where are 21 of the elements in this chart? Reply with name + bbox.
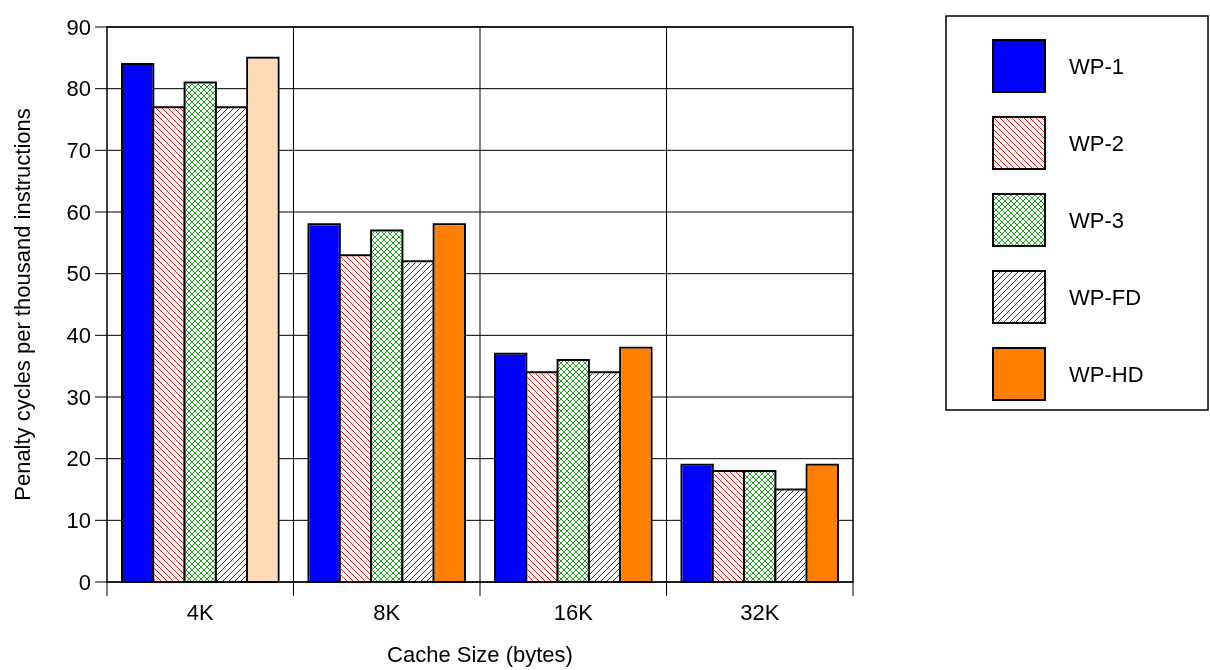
legend-label: WP-1: [1069, 53, 1124, 79]
y-axis-title: Penalty cycles per thousand instructions: [10, 108, 35, 501]
y-tick-label: 0: [78, 569, 91, 595]
y-tick-label: 60: [66, 199, 91, 225]
y-tick-label: 90: [66, 14, 91, 40]
y-tick-label: 50: [66, 261, 91, 287]
legend-label: WP-FD: [1069, 284, 1142, 310]
y-tick-label: 10: [66, 508, 91, 534]
y-tick-label: 20: [66, 446, 91, 472]
x-tick-label: 8K: [373, 600, 401, 625]
legend-label: WP-HD: [1069, 361, 1144, 387]
legend-label: WP-3: [1069, 207, 1124, 233]
x-tick-label: 4K: [186, 600, 215, 625]
x-axis-title: Cache Size (bytes): [387, 642, 573, 667]
y-tick-label: 30: [66, 384, 91, 410]
legend-label: WP-2: [1069, 130, 1124, 156]
y-tick-label: 80: [66, 76, 91, 102]
x-tick-label: 32K: [740, 600, 780, 625]
y-tick-label: 70: [66, 138, 91, 164]
y-tick-label: 40: [66, 323, 91, 349]
x-tick-label: 16K: [553, 600, 594, 625]
